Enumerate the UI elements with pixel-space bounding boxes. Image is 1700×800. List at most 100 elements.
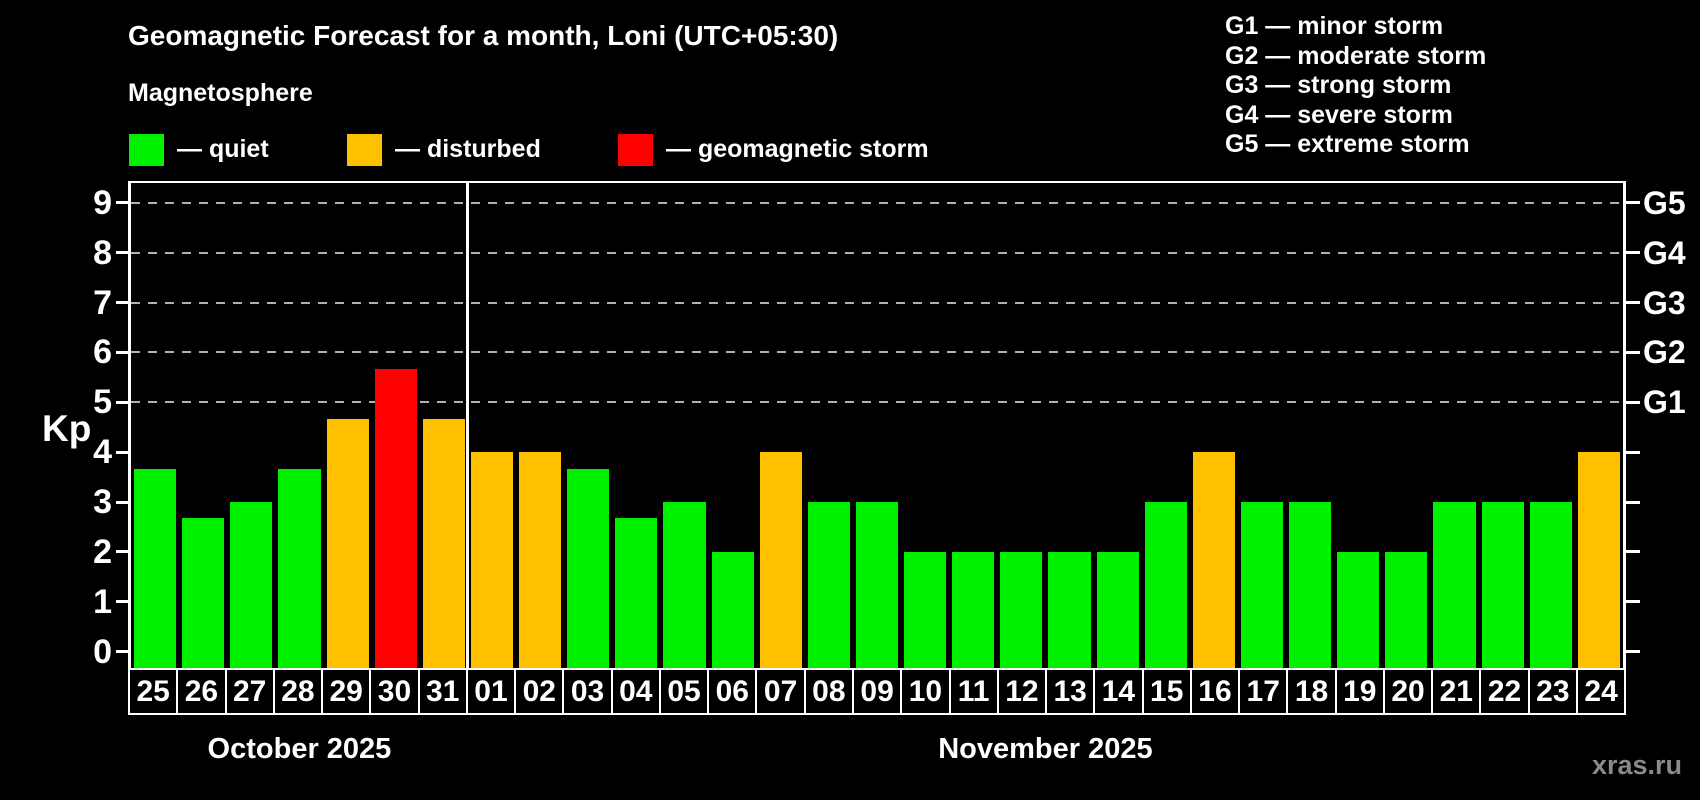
plot-area <box>128 181 1626 668</box>
y-axis-label-9: 9 <box>93 183 112 222</box>
month-separator-line <box>466 183 470 668</box>
day-label-cell-12: 12 <box>996 670 1045 713</box>
y-axis-label-6: 6 <box>93 333 112 372</box>
kp-bar-day-23 <box>1529 502 1572 668</box>
day-label-cell-07: 07 <box>755 670 803 713</box>
kp-bar-day-04 <box>615 518 658 668</box>
kp-bar-day-15 <box>1144 502 1187 668</box>
month-label-0: October 2025 <box>207 733 392 765</box>
right-tick-kp-3 <box>1626 500 1640 504</box>
kp-bar-day-19 <box>1337 551 1380 668</box>
kp-bar-day-07 <box>759 452 802 668</box>
storm-scale-g2: G2 — moderate storm <box>1225 41 1487 70</box>
kp-bar-day-02 <box>519 452 562 668</box>
kp-bar-day-06 <box>711 551 754 668</box>
day-label-cell-06: 06 <box>707 670 755 713</box>
g-scale-label-g4: G4 <box>1643 234 1686 271</box>
kp-bar-day-30 <box>374 368 417 668</box>
right-tick-kp-6 <box>1626 350 1640 354</box>
storm-scale-g4: G4 — severe storm <box>1225 100 1453 129</box>
kp-bar-day-01 <box>470 452 514 668</box>
left-tick-kp-3 <box>116 500 128 504</box>
legend-item-storm: — geomagnetic storm <box>618 133 929 166</box>
y-axis-label-8: 8 <box>93 233 112 272</box>
kp-bar-day-17 <box>1240 502 1284 668</box>
left-tick-kp-9 <box>116 201 128 205</box>
day-label-cell-11: 11 <box>948 670 997 713</box>
right-tick-kp-1 <box>1626 600 1640 604</box>
gridline-kp-7 <box>131 301 1623 304</box>
kp-bar-day-20 <box>1385 551 1428 668</box>
left-tick-kp-8 <box>116 251 128 255</box>
kp-bar-day-25 <box>134 468 177 668</box>
g-scale-label-g1: G1 <box>1643 384 1686 421</box>
day-label-cell-22: 22 <box>1479 670 1527 713</box>
quiet-color-swatch <box>129 133 164 166</box>
day-label-cell-02: 02 <box>514 670 562 713</box>
left-tick-kp-7 <box>116 301 128 305</box>
month-label-1: November 2025 <box>938 733 1153 765</box>
kp-bar-day-27 <box>230 502 273 668</box>
day-label-cell-25: 25 <box>136 674 170 708</box>
storm-scale-g1: G1 — minor storm <box>1225 12 1444 40</box>
legend-item-quiet: — quiet <box>129 133 269 166</box>
kp-bar-day-10 <box>904 551 947 668</box>
day-label-cell-08: 08 <box>803 670 852 713</box>
y-axis-label-1: 1 <box>93 582 112 621</box>
kp-bar-day-05 <box>663 502 706 668</box>
day-label-cell-15: 15 <box>1141 670 1190 713</box>
kp-bar-day-03 <box>567 468 610 668</box>
right-tick-kp-7 <box>1626 301 1640 305</box>
y-axis-label-5: 5 <box>93 383 112 422</box>
kp-bar-day-24 <box>1577 452 1620 668</box>
kp-bar-day-09 <box>855 502 899 668</box>
gridline-kp-6 <box>131 351 1623 354</box>
day-label-cell-27: 27 <box>224 670 273 713</box>
day-label-cell-30: 30 <box>369 670 417 713</box>
right-tick-kp-8 <box>1626 251 1640 255</box>
kp-bar-day-28 <box>278 468 321 668</box>
legend-label-disturbed: — disturbed <box>395 135 541 163</box>
day-label-cell-05: 05 <box>658 670 707 713</box>
kp-bar-day-16 <box>1192 452 1235 668</box>
kp-bar-day-08 <box>807 502 850 668</box>
kp-bar-day-12 <box>1000 551 1043 668</box>
day-label-cell-20: 20 <box>1382 670 1431 713</box>
g-scale-label-g3: G3 <box>1643 284 1686 321</box>
y-axis-label-0: 0 <box>93 632 112 671</box>
g-scale-label-g2: G2 <box>1643 334 1686 371</box>
day-label-cell-17: 17 <box>1238 670 1286 713</box>
right-tick-kp-5 <box>1626 400 1640 404</box>
left-tick-kp-1 <box>116 600 128 604</box>
left-tick-kp-0 <box>116 650 128 654</box>
day-label-cell-01: 01 <box>465 670 514 713</box>
right-tick-kp-2 <box>1626 550 1640 554</box>
gridline-kp-8 <box>131 251 1623 254</box>
day-label-cell-09: 09 <box>851 670 900 713</box>
left-tick-kp-6 <box>116 350 128 354</box>
day-label-cell-28: 28 <box>272 670 321 713</box>
day-label-cell-16: 16 <box>1189 670 1238 713</box>
day-label-cell-10: 10 <box>900 670 948 713</box>
day-label-cell-04: 04 <box>610 670 659 713</box>
legend-item-disturbed: — disturbed <box>347 133 541 166</box>
watermark: xras.ru <box>1591 750 1682 780</box>
kp-bar-day-18 <box>1289 502 1332 668</box>
day-label-cell-13: 13 <box>1045 670 1093 713</box>
storm-scale-g5: G5 — extreme storm <box>1225 130 1470 158</box>
kp-bar-day-22 <box>1481 502 1524 668</box>
kp-bar-day-11 <box>952 551 995 668</box>
disturbed-color-swatch <box>347 133 382 166</box>
day-label-cell-14: 14 <box>1093 670 1141 713</box>
chart-subtitle: Magnetosphere <box>128 79 313 107</box>
kp-bar-day-31 <box>422 418 465 668</box>
day-label-cell-21: 21 <box>1431 670 1479 713</box>
day-label-cell-23: 23 <box>1527 670 1576 713</box>
kp-bar-day-14 <box>1096 551 1139 668</box>
y-axis-title: Kp <box>42 408 92 449</box>
day-label-cell-19: 19 <box>1334 670 1383 713</box>
right-tick-kp-0 <box>1626 650 1640 654</box>
g-scale-label-g5: G5 <box>1643 184 1686 221</box>
storm-color-swatch <box>618 133 653 166</box>
